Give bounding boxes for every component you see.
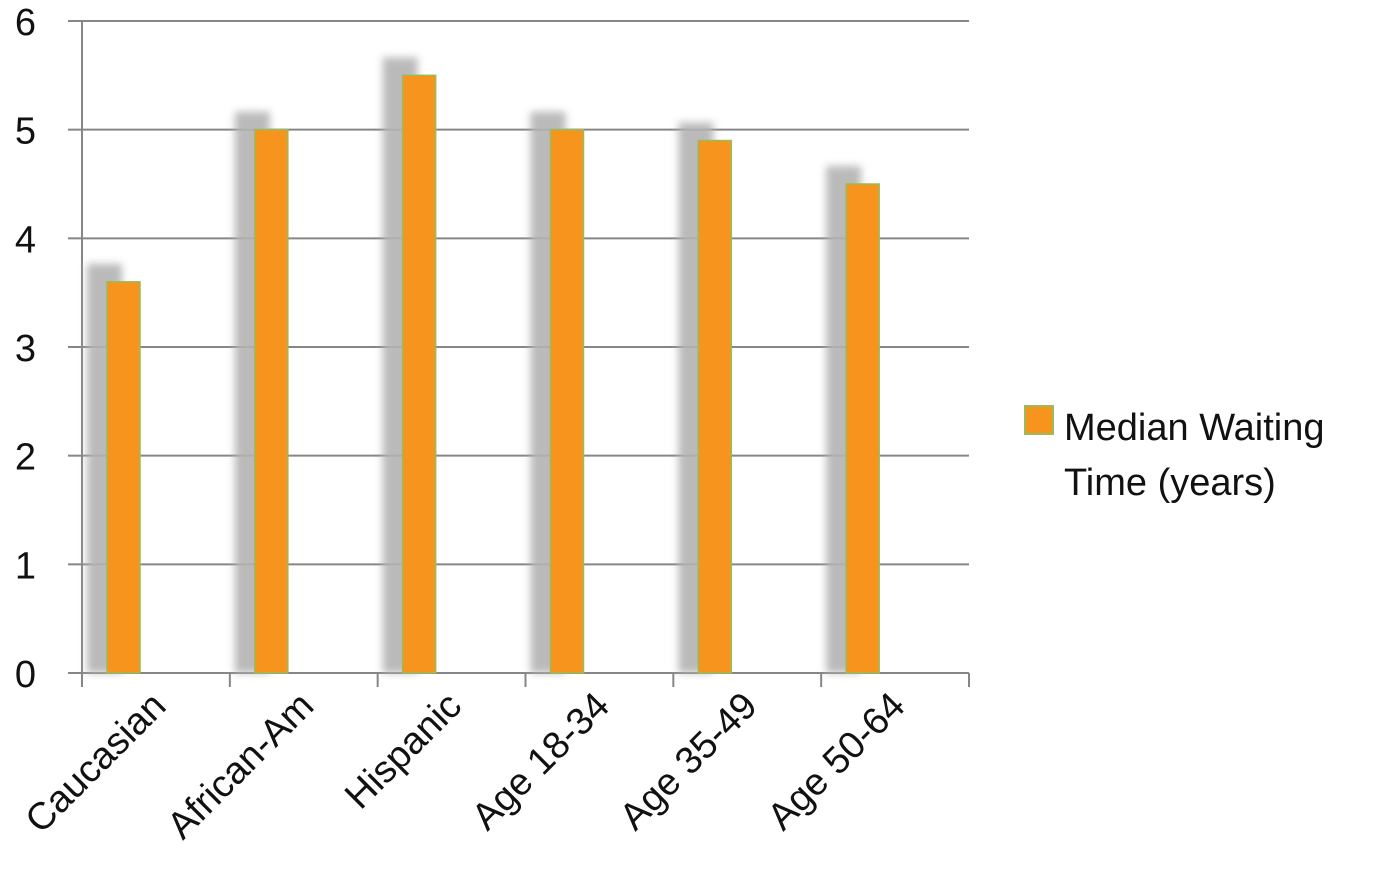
bar-caucasian: [106, 281, 141, 674]
y-tick-label-4: 4: [15, 219, 36, 261]
x-tick-label-age-50-64: Age 50-64: [760, 685, 914, 839]
x-tick-label-caucasian: Caucasian: [18, 685, 175, 842]
y-tick-labels: 0 1 2 3 4 5 6: [15, 2, 36, 696]
bar-age-18-34: [549, 128, 585, 674]
y-tick-label-1: 1: [15, 545, 36, 587]
legend: Median Waiting Time (years): [1024, 405, 1325, 504]
x-tick-label-age-35-49: Age 35-49: [612, 685, 766, 839]
bar-african-am: [254, 128, 289, 674]
x-tick-label-age-18-34: Age 18-34: [464, 685, 618, 839]
y-tick-label-6: 6: [15, 2, 36, 44]
y-tick-label-3: 3: [15, 328, 36, 370]
bar-hispanic: [401, 74, 437, 674]
bars: [106, 74, 880, 674]
legend-swatch: [1024, 405, 1054, 435]
x-tick-label-african-am: African-Am: [160, 685, 323, 848]
y-tick-label-0: 0: [15, 654, 36, 696]
x-tick-label-hispanic: Hispanic: [337, 685, 470, 818]
y-tick-label-5: 5: [15, 111, 36, 153]
y-tick-label-2: 2: [15, 437, 36, 479]
legend-label-line-1: Median Waiting: [1064, 407, 1325, 449]
bar-age-35-49: [697, 139, 733, 674]
axes: [68, 20, 970, 687]
legend-label-line-2: Time (years): [1064, 462, 1276, 504]
bar-age-50-64: [845, 183, 880, 674]
gridlines: [82, 20, 969, 566]
bar-shadows: [87, 57, 862, 674]
